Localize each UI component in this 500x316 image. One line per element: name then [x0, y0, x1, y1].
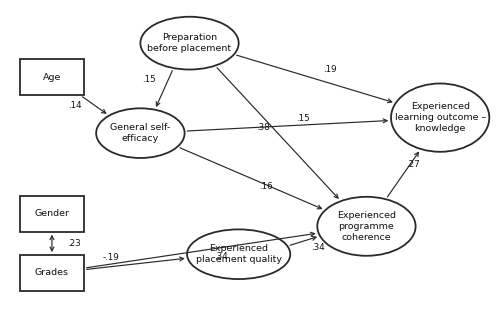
Text: -.19: -.19 [103, 253, 120, 262]
Text: .15: .15 [296, 113, 310, 123]
Text: Experienced
learning outcome –
knowledge: Experienced learning outcome – knowledge [394, 102, 486, 133]
Text: .38: .38 [256, 123, 270, 132]
Text: .34: .34 [214, 252, 228, 261]
Text: Grades: Grades [35, 268, 69, 277]
Text: .16: .16 [260, 182, 273, 191]
Text: Experienced
programme
coherence: Experienced programme coherence [337, 211, 396, 242]
Text: .27: .27 [406, 160, 420, 169]
Text: .14: .14 [68, 101, 82, 110]
Text: .15: .15 [142, 75, 156, 84]
Text: Experienced
placement quality: Experienced placement quality [196, 244, 282, 264]
Text: .23: .23 [67, 239, 81, 248]
Text: Age: Age [42, 73, 61, 82]
Text: Preparation
before placement: Preparation before placement [148, 33, 232, 53]
Text: .19: .19 [323, 65, 336, 74]
Text: Gender: Gender [34, 210, 70, 218]
Text: General self-
efficacy: General self- efficacy [110, 123, 170, 143]
Text: .34: .34 [312, 243, 326, 252]
